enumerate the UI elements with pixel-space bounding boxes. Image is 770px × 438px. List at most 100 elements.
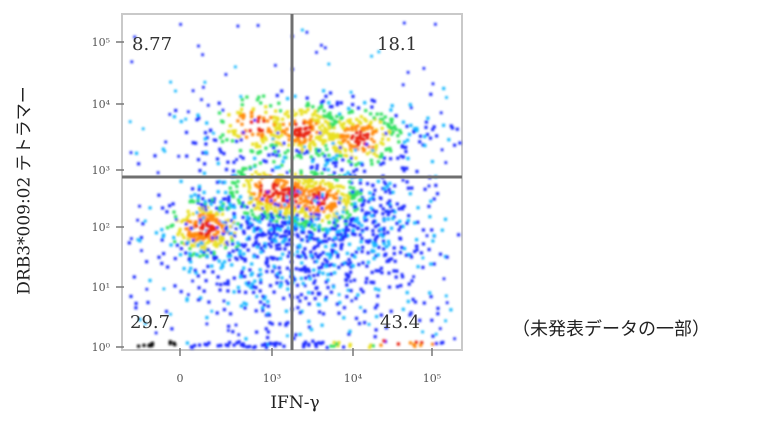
density-point xyxy=(255,98,260,102)
density-point xyxy=(327,62,331,66)
density-point xyxy=(428,136,433,140)
density-point xyxy=(391,130,395,134)
density-point xyxy=(215,180,220,184)
density-point xyxy=(186,219,190,223)
density-point xyxy=(379,162,383,166)
density-point xyxy=(250,173,254,177)
density-point xyxy=(275,232,279,237)
density-point xyxy=(253,215,257,219)
density-point xyxy=(331,193,336,198)
density-point xyxy=(327,264,331,268)
density-point xyxy=(423,144,427,148)
density-point xyxy=(224,221,228,224)
density-point xyxy=(333,271,337,275)
density-point xyxy=(386,230,390,235)
density-point xyxy=(339,247,343,251)
density-point xyxy=(157,255,161,259)
density-point xyxy=(156,171,160,175)
density-point xyxy=(275,127,279,131)
density-point xyxy=(388,199,392,203)
density-point xyxy=(300,222,304,226)
density-point xyxy=(323,154,327,158)
density-point xyxy=(421,242,426,246)
density-point xyxy=(348,185,352,189)
density-point xyxy=(362,133,366,137)
density-point xyxy=(189,226,193,230)
density-point xyxy=(268,219,273,223)
density-point xyxy=(220,223,224,227)
density-point xyxy=(332,344,336,348)
density-point xyxy=(254,143,259,147)
density-point xyxy=(280,89,284,93)
density-point xyxy=(287,138,291,142)
density-point xyxy=(259,278,263,282)
density-point xyxy=(404,150,408,154)
density-point xyxy=(351,224,355,228)
density-point xyxy=(323,126,327,130)
density-point xyxy=(271,152,275,156)
density-point xyxy=(174,108,178,113)
unpublished-data-note: （未発表データの一部） xyxy=(512,319,710,340)
density-point xyxy=(196,244,200,248)
density-point xyxy=(258,228,262,233)
density-point xyxy=(294,226,298,230)
density-point xyxy=(200,242,204,246)
density-point xyxy=(313,170,317,174)
density-point xyxy=(307,190,311,194)
density-point xyxy=(205,121,209,125)
density-point xyxy=(357,198,361,202)
density-point xyxy=(236,111,240,115)
density-point xyxy=(266,190,270,194)
density-point xyxy=(172,115,176,119)
density-point xyxy=(219,343,223,347)
density-point xyxy=(143,219,147,223)
density-point xyxy=(304,256,308,260)
density-point xyxy=(350,299,354,303)
density-point xyxy=(325,161,329,165)
density-point xyxy=(299,225,303,229)
density-point xyxy=(328,91,333,95)
density-point xyxy=(272,290,276,294)
density-point xyxy=(295,222,300,226)
density-point xyxy=(349,163,353,167)
density-point xyxy=(203,342,207,346)
density-point xyxy=(250,262,254,266)
density-point xyxy=(296,136,300,140)
density-point xyxy=(312,192,317,197)
density-point xyxy=(443,217,448,221)
density-point xyxy=(196,158,201,162)
density-point xyxy=(333,177,337,181)
density-point xyxy=(358,181,362,185)
density-point xyxy=(444,319,447,323)
density-point xyxy=(304,180,308,184)
density-point xyxy=(347,195,351,199)
density-point xyxy=(185,298,189,302)
density-point xyxy=(285,180,289,184)
density-point xyxy=(233,234,237,238)
density-point xyxy=(301,146,305,150)
density-point xyxy=(330,116,334,120)
density-point xyxy=(381,207,385,211)
density-point xyxy=(303,145,306,149)
density-point xyxy=(247,183,251,187)
density-point xyxy=(372,256,376,261)
density-point xyxy=(317,120,321,124)
density-point xyxy=(320,192,325,196)
density-point xyxy=(349,289,353,293)
density-point xyxy=(257,243,261,247)
density-point xyxy=(160,238,164,242)
density-point xyxy=(185,154,189,158)
density-point xyxy=(282,179,286,183)
density-point xyxy=(184,251,188,255)
density-point xyxy=(269,206,273,210)
density-point xyxy=(207,211,211,215)
density-point xyxy=(233,132,237,136)
density-point xyxy=(386,137,390,141)
density-point xyxy=(314,186,318,191)
density-point xyxy=(303,247,307,251)
density-point xyxy=(312,112,316,116)
density-point xyxy=(242,229,246,233)
density-point xyxy=(257,116,261,120)
density-point xyxy=(273,202,277,206)
density-point xyxy=(215,217,219,221)
